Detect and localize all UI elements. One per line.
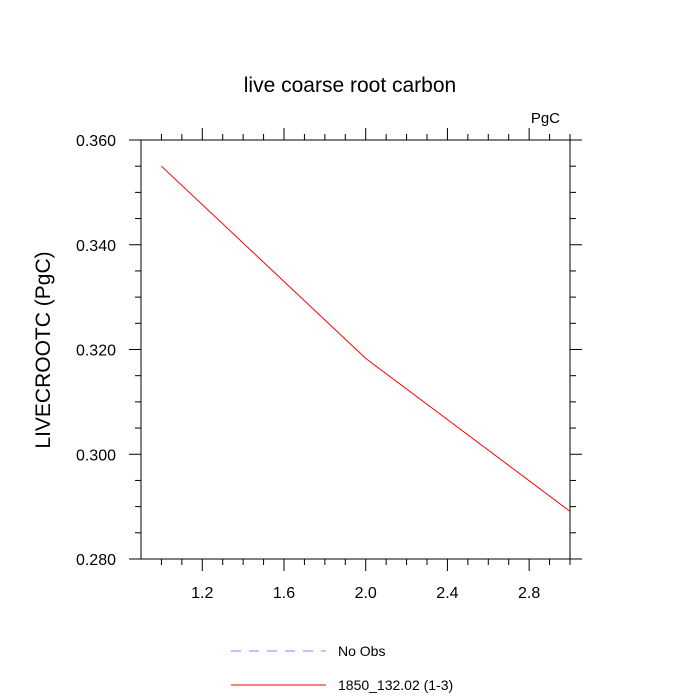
legend-label: 1850_132.02 (1-3) <box>338 677 453 693</box>
x-tick-label: 2.4 <box>436 585 458 602</box>
chart-series <box>161 165 571 512</box>
plot-frame <box>140 139 571 560</box>
y-tick-label: 0.360 <box>76 133 116 150</box>
y-axis-label: LIVECROOTC (PgC) <box>32 251 55 448</box>
axis-ticks <box>129 128 582 571</box>
legend-label: No Obs <box>338 643 385 659</box>
series-line <box>161 165 571 512</box>
x-tick-label: 2.0 <box>355 585 377 602</box>
y-tick-label: 0.280 <box>76 552 116 569</box>
y-tick-label: 0.300 <box>76 447 116 464</box>
legend: No Obs 1850_132.02 (1-3) <box>231 643 453 693</box>
chart-title: live coarse root carbon <box>244 74 456 97</box>
x-tick-label: 1.6 <box>273 585 295 602</box>
y-tick-label: 0.340 <box>76 238 116 255</box>
axis-tick-labels: 1.2 1.6 2.0 2.4 2.8 0.280 0.300 0.320 0.340 0.360 <box>76 133 540 602</box>
x-tick-label: 1.2 <box>191 585 213 602</box>
units-label: PgC <box>531 110 560 127</box>
y-tick-label: 0.320 <box>76 343 116 360</box>
x-tick-label: 2.8 <box>518 585 540 602</box>
